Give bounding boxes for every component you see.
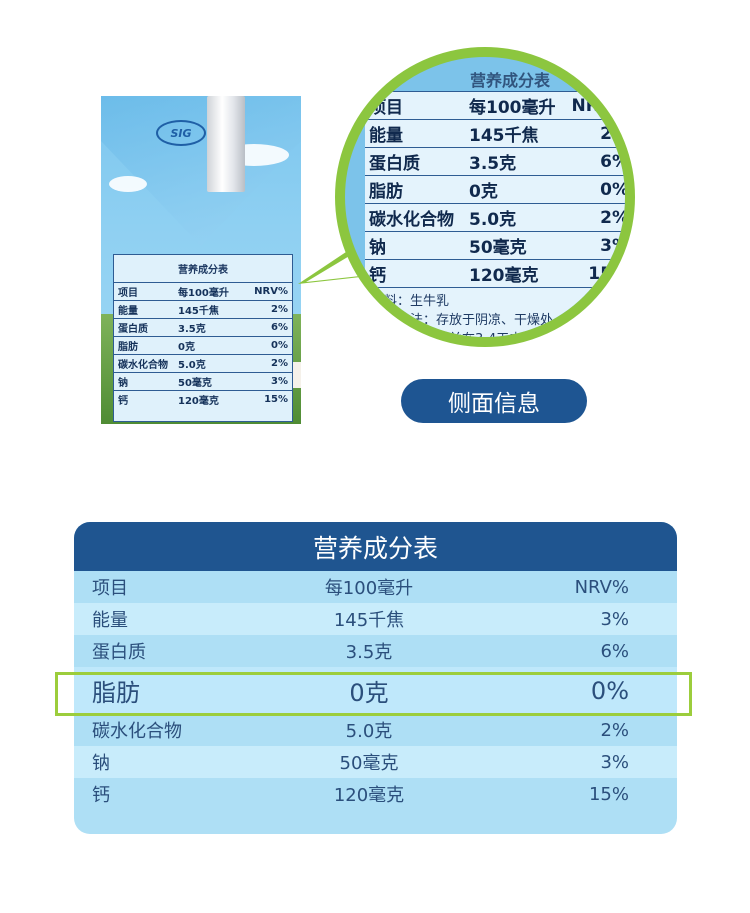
carton-header-item: 项目 [118,288,138,299]
zoom-panel-title: 营养成分表 [469,71,550,90]
zoom-row: 碳水化合物 5.0克 2% [365,203,625,231]
sig-logo: SIG [156,120,206,146]
zoom-row: 能量 145千焦 2% [365,119,625,147]
table-header-row: 项目 每100毫升 NRV% [74,571,677,603]
table-row: 钠 50毫克 3% [74,746,677,778]
table-row: 能量 145千焦 3% [74,603,677,635]
zoom-nutrition-panel: 营养成分表 项目 每100毫升 NRV% 能量 145千焦 2% 蛋白质 3.5克 6% 脂… [365,67,625,347]
carton-row: 钙 120毫克 15% [114,390,292,408]
milk-carton-photo: SIG 营养成分表 项目 每100毫升 NRV% 能量 145千焦 2% 蛋白质 3.… [101,96,301,424]
table-row: 钙 120毫克 15% [74,778,677,810]
table-header-per100: 每100毫升 [324,578,414,599]
carton-row: 能量 145千焦 2% [114,300,292,318]
zoom-notes: 配料：生牛乳 贮存方法：存放于阴凉、干燥处。 开启后请冷藏并在3-4天内饮用 [365,287,625,347]
zoom-note: 开启后请冷藏并在3-4天内饮用 [371,332,549,347]
table-header-item: 项目 [92,578,128,599]
carton-header-nrv: NRV% [254,286,288,297]
table-header-nrv: NRV% [574,576,629,598]
zoom-header: 项目 每100毫升 NRV% [365,91,625,119]
zoom-note: 配料：生牛乳 [371,294,450,309]
table-row: 蛋白质 3.5克 6% [74,635,677,667]
carton-panel-header: 项目 每100毫升 NRV% [114,282,292,300]
zoom-row: 钙 120毫克 15% [365,259,625,287]
cloud-graphic [109,176,147,192]
zoom-row: 钠 50毫克 3% [365,231,625,259]
side-info-label: 侧面信息 [401,379,587,423]
zoom-magnifier: 营养成分表 项目 每100毫升 NRV% 能量 145千焦 2% 蛋白质 3.5克 6% 脂… [335,47,635,347]
carton-header-per100: 每100毫升 [178,288,229,299]
zoom-note: 贮存方法：存放于阴凉、干燥处。 [371,313,567,328]
carton-top-fold [101,96,301,246]
zoom-row: 脂肪 0克 0% [365,175,625,203]
carton-row: 钠 50毫克 3% [114,372,292,390]
zoom-row: 蛋白质 3.5克 6% [365,147,625,175]
table-row-highlighted: 脂肪 0克 0% [74,667,677,714]
carton-tab [207,96,245,192]
table-row: 碳水化合物 5.0克 2% [74,714,677,746]
carton-row: 蛋白质 3.5克 6% [114,318,292,336]
nutrition-table-title: 营养成分表 [74,522,677,571]
carton-row: 脂肪 0克 0% [114,336,292,354]
carton-row: 碳水化合物 5.0克 2% [114,354,292,372]
carton-panel-title: 营养成分表 [178,265,228,276]
carton-nutrition-panel: 营养成分表 项目 每100毫升 NRV% 能量 145千焦 2% 蛋白质 3.5克 6%… [113,254,293,422]
nutrition-table: 营养成分表 项目 每100毫升 NRV% 能量 145千焦 3% 蛋白质 3.5克 6%… [74,522,677,834]
